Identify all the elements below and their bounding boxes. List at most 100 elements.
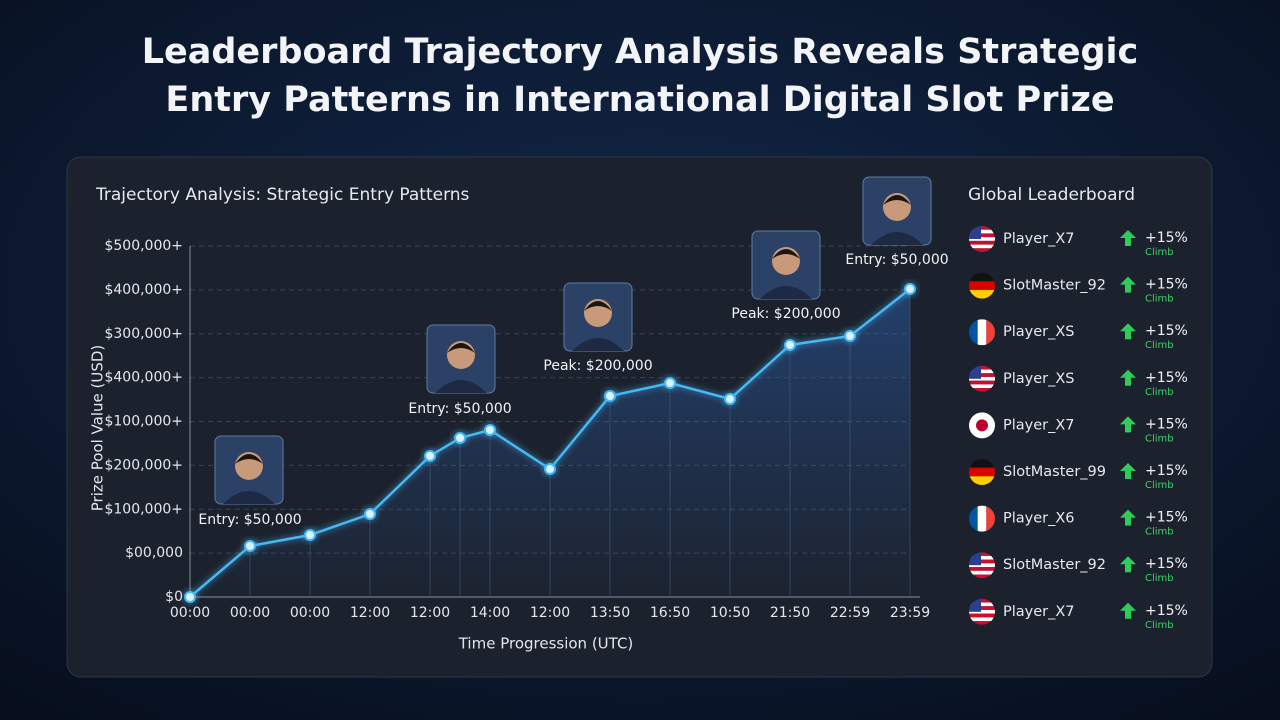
point xyxy=(604,390,616,403)
player-name: Player_XS xyxy=(1003,324,1075,340)
flag-dot xyxy=(976,419,988,432)
player-name: Player_X7 xyxy=(1003,604,1075,620)
x-axis-label: Time Progression (UTC) xyxy=(458,635,634,653)
flag-band xyxy=(969,319,978,346)
flag-stripe xyxy=(969,373,995,377)
y-tick-label: $500,000+ xyxy=(104,238,183,254)
point xyxy=(904,283,916,296)
page-title: Leaderboard Trajectory Analysis Reveals … xyxy=(142,32,1139,72)
player-name: Player_X7 xyxy=(1003,231,1075,247)
flag-stripe xyxy=(969,376,995,381)
page-title: Entry Patterns in International Digital … xyxy=(165,80,1114,120)
flag-stripe xyxy=(969,380,995,385)
flag-band xyxy=(969,476,995,485)
up-arrow xyxy=(1120,602,1136,619)
change: +15% xyxy=(1145,510,1188,526)
avatar-body xyxy=(435,380,487,393)
leaderboard-row: Player_X7 +15%Climb xyxy=(969,412,1188,444)
y-axis-label: Prize Pool Value (USD) xyxy=(89,345,107,512)
flag-band xyxy=(969,281,995,290)
point xyxy=(184,591,196,603)
leaderboard-row: Player_XS +15%Climb xyxy=(969,365,1188,398)
point xyxy=(544,463,556,476)
avatar-hair xyxy=(584,301,612,311)
flag-stripe xyxy=(969,248,995,252)
flag-stripe xyxy=(969,365,995,370)
x-tick-label: 16:50 xyxy=(650,605,690,621)
y-tick-label: $300,000+ xyxy=(104,326,183,342)
status: Climb xyxy=(1145,527,1174,538)
y-tick-label: $400,000+ xyxy=(104,370,183,386)
avatar xyxy=(214,435,284,505)
y-tick-label: $400,000+ xyxy=(104,282,183,298)
annotation: Entry: $50,000 xyxy=(198,512,301,528)
up-arrow xyxy=(1120,276,1136,293)
line xyxy=(189,288,911,598)
up-arrow xyxy=(1120,509,1136,526)
avatar-body xyxy=(871,232,923,245)
leaderboard-row: SlotMaster_99 +15%Climb xyxy=(969,459,1188,491)
point xyxy=(454,431,466,444)
flag-band xyxy=(986,505,995,532)
annotation: Peak: $200,000 xyxy=(731,306,840,322)
leaderboard-row: SlotMaster_92 +15%Climb xyxy=(969,552,1188,584)
change: +15% xyxy=(1145,323,1188,339)
up-arrow xyxy=(1120,369,1136,386)
flag-stripe xyxy=(969,613,995,618)
flag-band xyxy=(969,289,995,299)
y-tick-label: $200,000+ xyxy=(104,457,183,473)
flag-stripe xyxy=(969,559,995,564)
annotation: Entry: $50,000 xyxy=(408,401,511,417)
plot: $0 $00,000 $100,000+ $200,000+ $100,000+ $400… xyxy=(104,176,949,621)
change: +15% xyxy=(1145,416,1188,432)
flag xyxy=(969,272,995,299)
leaderboard-row: Player_XS +15%Climb xyxy=(969,319,1188,351)
avatar-hair xyxy=(235,454,263,464)
avatar-hair xyxy=(883,195,911,205)
flag xyxy=(969,552,995,579)
flag-stripe xyxy=(969,574,995,579)
flag-stripe xyxy=(969,609,995,614)
flag xyxy=(969,226,995,252)
point xyxy=(244,540,256,553)
flag xyxy=(969,365,995,392)
point xyxy=(724,392,736,405)
flag-band xyxy=(969,459,995,468)
player-name: Player_XS xyxy=(1003,371,1075,387)
up-arrow xyxy=(1120,463,1136,479)
flag-stripe xyxy=(969,552,995,556)
y-tick-label: $100,000+ xyxy=(104,414,183,430)
flag-stripe xyxy=(969,384,995,389)
flag-band xyxy=(969,505,978,532)
flag-stripe xyxy=(969,570,995,575)
flag-stripe xyxy=(969,369,995,374)
x-tick-label: 10:50 xyxy=(710,605,750,621)
point xyxy=(304,529,316,542)
flag-stripe xyxy=(969,598,995,603)
flag xyxy=(969,505,995,532)
x-tick-label: 00:00 xyxy=(290,605,330,621)
flag-band xyxy=(969,467,995,477)
leaderboard-row: Player_X6 +15%Climb xyxy=(969,505,1188,538)
x-tick-label: 00:00 xyxy=(170,605,210,621)
point xyxy=(784,338,796,351)
up-arrow xyxy=(1120,230,1136,246)
chart-title: Trajectory Analysis: Strategic Entry Pat… xyxy=(95,185,470,205)
flag xyxy=(969,319,995,346)
status: Climb xyxy=(1145,247,1174,258)
avatar xyxy=(862,176,932,246)
point xyxy=(844,329,856,342)
x-tick-label: 12:00 xyxy=(530,605,570,621)
point xyxy=(484,423,496,436)
x-tick-label: 13:50 xyxy=(590,605,630,621)
flag-stripe xyxy=(969,233,995,238)
status: Climb xyxy=(1145,387,1174,398)
x-tick-label: 12:00 xyxy=(410,605,450,621)
avatar-body xyxy=(223,491,275,504)
avatar xyxy=(563,282,633,352)
leaderboard-row: Player_X7 +15%Climb xyxy=(969,598,1188,631)
avatar xyxy=(426,324,496,394)
player-name: SlotMaster_99 xyxy=(1003,464,1106,480)
